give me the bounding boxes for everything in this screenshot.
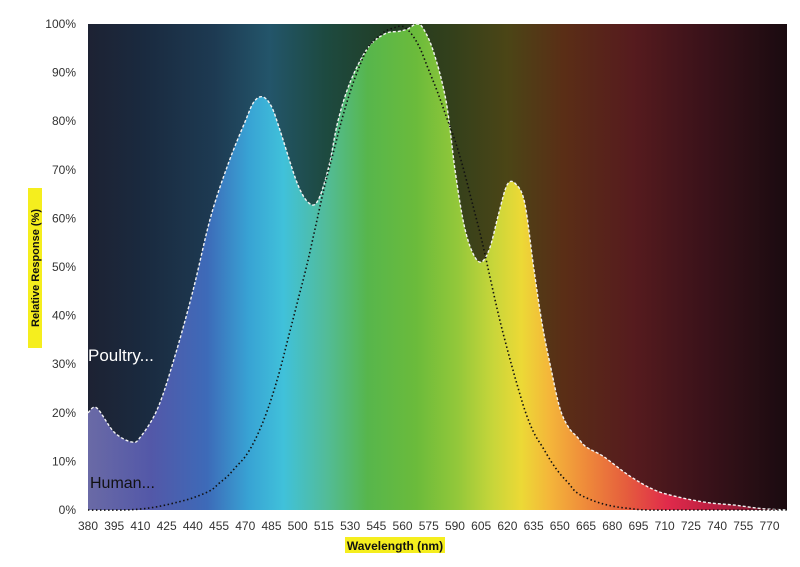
x-tick-label: 380 bbox=[78, 519, 98, 533]
x-axis-label: Wavelength (nm) bbox=[347, 539, 443, 553]
x-tick-label: 470 bbox=[235, 519, 255, 533]
x-tick-label: 710 bbox=[655, 519, 675, 533]
x-tick-label: 650 bbox=[550, 519, 570, 533]
y-tick-label: 40% bbox=[52, 309, 76, 323]
y-tick-label: 50% bbox=[52, 260, 76, 274]
x-tick-label: 695 bbox=[628, 519, 648, 533]
poultry-area bbox=[88, 24, 787, 510]
x-axis-ticks: 380 395 410 425 440 455 470 485 500 515 530 545 560 5… bbox=[78, 519, 780, 533]
x-tick-label: 485 bbox=[261, 519, 281, 533]
x-tick-label: 620 bbox=[497, 519, 517, 533]
y-tick-label: 30% bbox=[52, 357, 76, 371]
x-tick-label: 515 bbox=[314, 519, 334, 533]
x-tick-label: 575 bbox=[419, 519, 439, 533]
y-axis-label: Relative Response (%) bbox=[30, 209, 42, 327]
y-tick-label: 70% bbox=[52, 163, 76, 177]
y-tick-label: 60% bbox=[52, 211, 76, 225]
y-axis-ticks: 0% 10% 20% 30% 40% 50% 60% 70% 80% 90% 100% bbox=[45, 17, 76, 517]
x-tick-label: 770 bbox=[760, 519, 780, 533]
x-tick-label: 410 bbox=[130, 519, 150, 533]
poultry-series-label: Poultry... bbox=[88, 346, 154, 365]
x-tick-label: 605 bbox=[471, 519, 491, 533]
y-tick-label: 80% bbox=[52, 114, 76, 128]
y-tick-label: 100% bbox=[45, 17, 76, 31]
x-tick-label: 755 bbox=[733, 519, 753, 533]
x-tick-label: 740 bbox=[707, 519, 727, 533]
human-line bbox=[87, 25, 787, 511]
y-tick-label: 10% bbox=[52, 454, 76, 468]
human-series-label: Human... bbox=[90, 475, 155, 492]
x-axis-label-highlight bbox=[345, 537, 445, 553]
y-tick-label: 90% bbox=[52, 66, 76, 80]
x-tick-label: 440 bbox=[183, 519, 203, 533]
x-tick-label: 500 bbox=[288, 519, 308, 533]
x-tick-label: 635 bbox=[524, 519, 544, 533]
x-tick-label: 455 bbox=[209, 519, 229, 533]
y-tick-label: 20% bbox=[52, 406, 76, 420]
x-tick-label: 425 bbox=[157, 519, 177, 533]
x-tick-label: 590 bbox=[445, 519, 465, 533]
x-tick-label: 665 bbox=[576, 519, 596, 533]
x-tick-label: 725 bbox=[681, 519, 701, 533]
x-tick-label: 395 bbox=[104, 519, 124, 533]
y-tick-label: 0% bbox=[59, 503, 77, 517]
x-tick-label: 530 bbox=[340, 519, 360, 533]
y-axis-label-highlight bbox=[28, 188, 42, 348]
x-tick-label: 545 bbox=[366, 519, 386, 533]
x-tick-label: 560 bbox=[393, 519, 413, 533]
x-tick-label: 680 bbox=[602, 519, 622, 533]
